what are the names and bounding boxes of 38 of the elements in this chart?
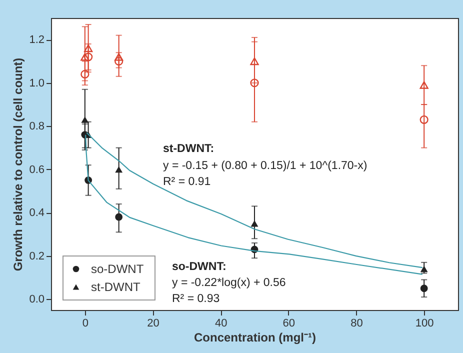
point: [420, 266, 428, 272]
point: [81, 116, 89, 123]
point: [250, 78, 259, 88]
y-tick-label: 1.2: [29, 34, 44, 46]
point: [114, 53, 124, 61]
point: [420, 81, 428, 89]
x-axis-title: Concentration (mgl⁻¹): [194, 330, 316, 344]
x-tick-label: 0: [82, 318, 88, 330]
point: [420, 284, 428, 292]
legend-label: so-DWNT: [91, 262, 144, 276]
point: [115, 213, 123, 221]
x-tick-label: 80: [350, 318, 363, 330]
point: [80, 53, 90, 61]
annotation: y = -0.15 + (0.80 + 0.15)/1 + 10^(1.70-x): [163, 160, 368, 172]
annotation: so-DWNT:: [172, 261, 226, 273]
point: [114, 56, 124, 66]
y-axis-title: Growth relative to control (cell count): [11, 58, 26, 272]
x-tick-label: 40: [214, 318, 228, 330]
point: [250, 57, 259, 66]
point: [420, 115, 428, 124]
point: [115, 166, 123, 173]
x-tick-label: 20: [147, 318, 160, 330]
y-tick-label: 0.6: [29, 164, 44, 176]
x-tick-label: 60: [282, 318, 296, 330]
point: [84, 52, 93, 62]
point: [250, 220, 258, 227]
y-tick-label: 1.0: [29, 77, 44, 90]
y-tick-label: 0.2: [29, 250, 44, 262]
annotation: R² = 0.93: [172, 293, 220, 305]
annotation: R² = 0.91: [163, 176, 211, 188]
x-tick-label: 100: [415, 318, 434, 330]
annotation: st-DWNT:: [163, 143, 214, 155]
point: [84, 44, 93, 52]
annotation: y = -0.22*log(x) + 0.56: [172, 277, 286, 289]
y-tick-label: 0.0: [29, 294, 44, 306]
y-tick-label: 0.4: [29, 207, 44, 220]
y-tick-label: 0.8: [29, 120, 44, 133]
legend-label: st-DWNT: [91, 280, 141, 294]
